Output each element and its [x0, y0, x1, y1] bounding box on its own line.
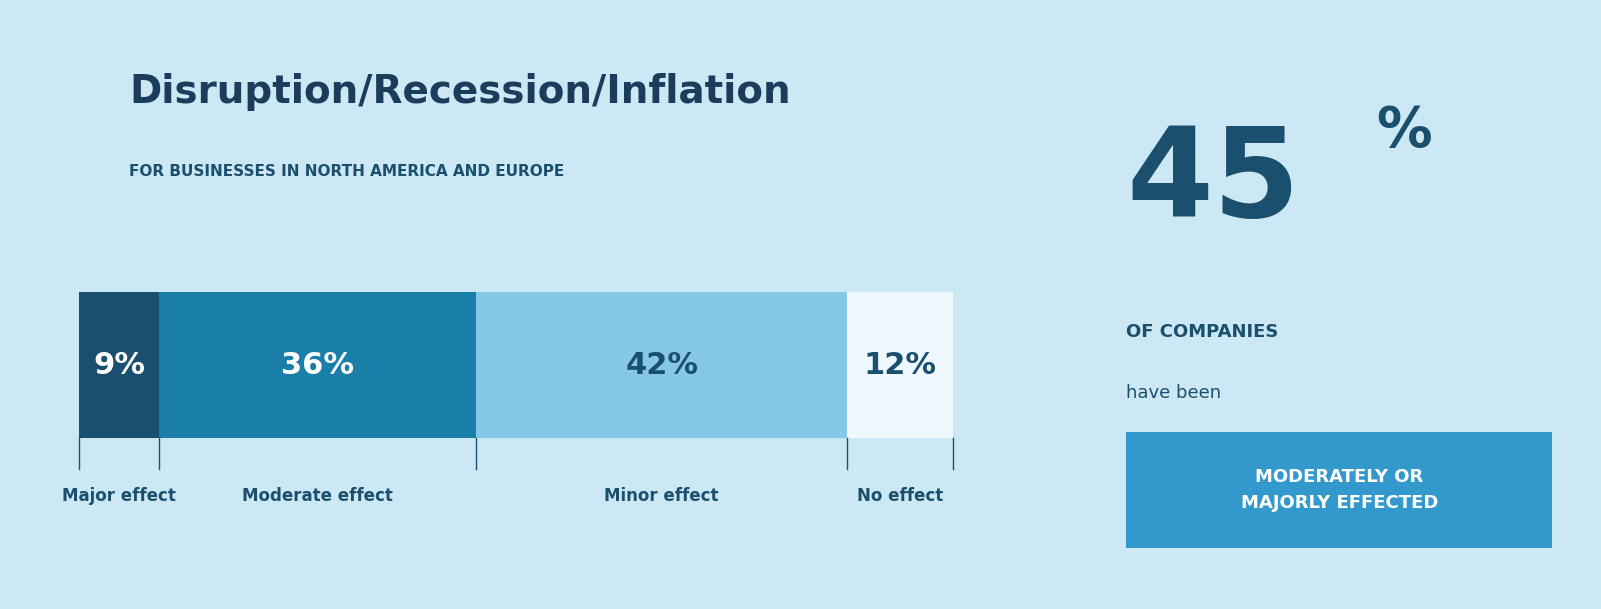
Text: 45: 45: [1127, 122, 1300, 243]
FancyBboxPatch shape: [158, 292, 477, 438]
Text: have been: have been: [1127, 384, 1222, 402]
Text: FOR BUSINESSES IN NORTH AMERICA AND EUROPE: FOR BUSINESSES IN NORTH AMERICA AND EURO…: [130, 164, 564, 180]
Text: Minor effect: Minor effect: [605, 487, 719, 505]
Text: %: %: [1375, 104, 1431, 158]
FancyBboxPatch shape: [80, 292, 158, 438]
Text: 12%: 12%: [863, 351, 937, 380]
Text: Moderate effect: Moderate effect: [242, 487, 394, 505]
Text: 9%: 9%: [93, 351, 146, 380]
Text: No effect: No effect: [857, 487, 943, 505]
FancyBboxPatch shape: [847, 292, 953, 438]
Text: MODERATELY OR
MAJORLY EFFECTED: MODERATELY OR MAJORLY EFFECTED: [1241, 468, 1438, 512]
FancyBboxPatch shape: [477, 292, 847, 438]
Text: Disruption/Recession/Inflation: Disruption/Recession/Inflation: [130, 73, 791, 111]
Text: 42%: 42%: [626, 351, 698, 380]
Text: OF COMPANIES: OF COMPANIES: [1127, 323, 1279, 341]
FancyBboxPatch shape: [1127, 432, 1553, 548]
Text: Major effect: Major effect: [62, 487, 176, 505]
Text: 36%: 36%: [282, 351, 354, 380]
